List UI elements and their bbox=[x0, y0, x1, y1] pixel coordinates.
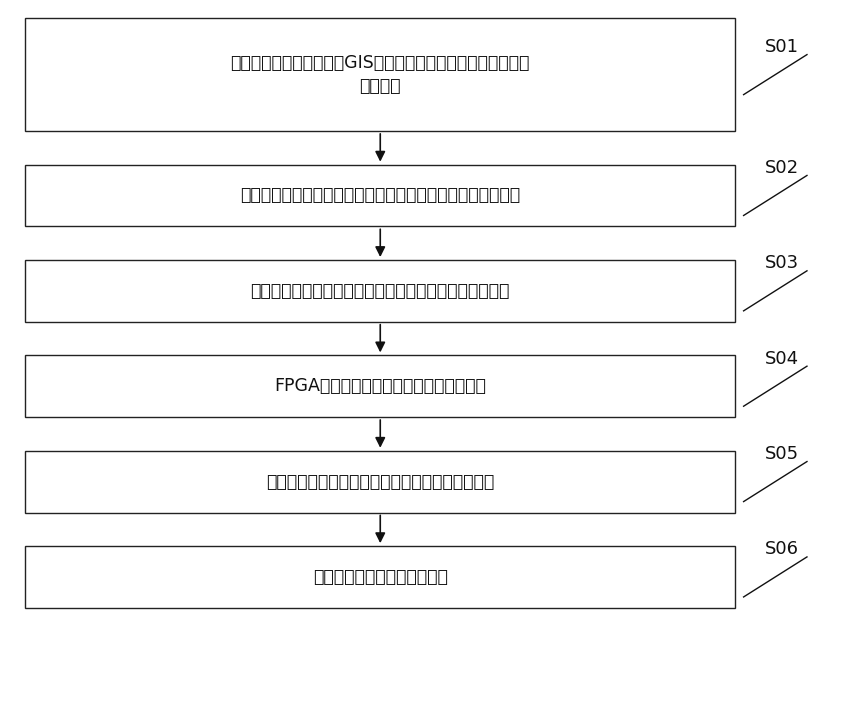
Text: FPGA对接收到的数据进行同步和格式转换: FPGA对接收到的数据进行同步和格式转换 bbox=[274, 377, 485, 395]
Bar bbox=[25, 451, 734, 513]
Text: 采集采集器发送原始信号和经过合并单元处理后的采样值数据: 采集采集器发送原始信号和经过合并单元处理后的采样值数据 bbox=[240, 186, 520, 205]
Bar bbox=[25, 165, 734, 226]
Text: S01: S01 bbox=[764, 38, 798, 56]
Text: 微处理器对接收到的数据进行打包后发送给上位机: 微处理器对接收到的数据进行打包后发送给上位机 bbox=[266, 472, 494, 491]
Bar bbox=[25, 355, 734, 417]
Bar bbox=[25, 546, 734, 608]
Text: S05: S05 bbox=[764, 445, 798, 463]
Text: S06: S06 bbox=[764, 540, 798, 558]
Text: S03: S03 bbox=[764, 254, 798, 272]
Bar bbox=[25, 18, 734, 131]
Bar bbox=[25, 260, 734, 322]
Text: 内置多通道分压模块采集GIS线圈的差分信号、线圈两端分别对
地的信号: 内置多通道分压模块采集GIS线圈的差分信号、线圈两端分别对 地的信号 bbox=[230, 54, 529, 95]
Text: S02: S02 bbox=[764, 159, 798, 177]
Text: S04: S04 bbox=[764, 349, 798, 368]
Text: 前置采样模块对采集到的模拟量数据进行数模转换和采样: 前置采样模块对采集到的模拟量数据进行数模转换和采样 bbox=[251, 282, 509, 300]
Text: 上位机分析数据，确定干扰源: 上位机分析数据，确定干扰源 bbox=[312, 568, 447, 586]
